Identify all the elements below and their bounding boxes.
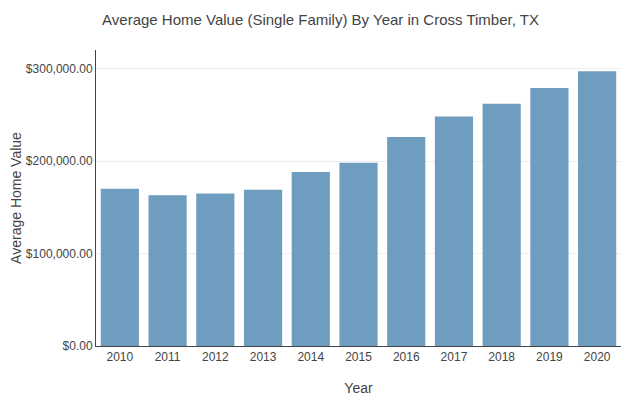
svg-text:2014: 2014 <box>297 350 324 364</box>
svg-text:Year: Year <box>344 380 373 396</box>
svg-text:2012: 2012 <box>202 350 229 364</box>
svg-text:$300,000.00: $300,000.00 <box>26 62 93 76</box>
svg-text:Average Home Value: Average Home Value <box>8 132 24 264</box>
svg-text:2020: 2020 <box>584 350 611 364</box>
svg-text:2019: 2019 <box>536 350 563 364</box>
svg-text:2016: 2016 <box>393 350 420 364</box>
svg-text:$200,000.00: $200,000.00 <box>26 154 93 168</box>
svg-text:2013: 2013 <box>250 350 277 364</box>
svg-text:2018: 2018 <box>488 350 515 364</box>
svg-text:2010: 2010 <box>107 350 134 364</box>
svg-text:2017: 2017 <box>441 350 468 364</box>
svg-text:2011: 2011 <box>155 350 181 364</box>
svg-text:2015: 2015 <box>345 350 372 364</box>
svg-text:Average Home Value (Single Fam: Average Home Value (Single Family) By Ye… <box>102 11 539 28</box>
svg-text:$0.00: $0.00 <box>63 339 93 353</box>
svg-text:$100,000.00: $100,000.00 <box>26 247 93 261</box>
